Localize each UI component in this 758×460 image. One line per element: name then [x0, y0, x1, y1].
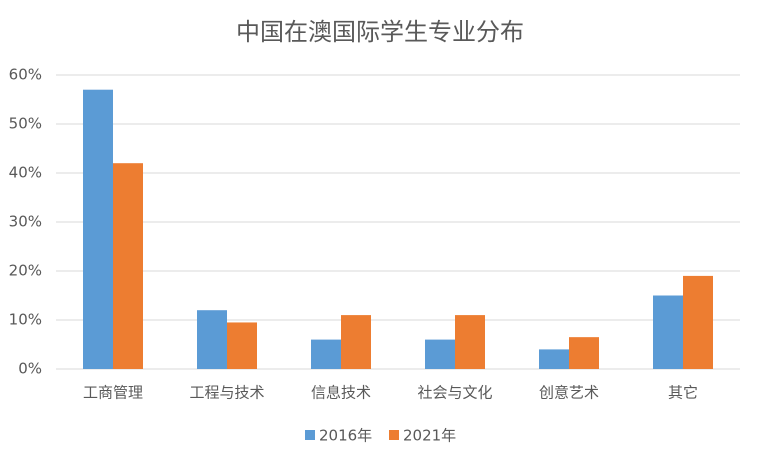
bar: [683, 275, 713, 369]
x-tick-label: 社会与文化: [417, 384, 492, 402]
bar: [227, 322, 257, 369]
bar: [197, 310, 227, 369]
bar: [425, 339, 455, 369]
y-tick-label: 10%: [9, 311, 42, 329]
y-tick-label: 40%: [9, 164, 42, 182]
x-tick-label: 工程与技术: [189, 384, 264, 402]
legend-label: 2016年: [319, 427, 372, 445]
y-tick-label: 20%: [9, 262, 42, 280]
chart-title: 中国在澳国际学生专业分布: [236, 18, 524, 46]
bar: [569, 337, 599, 369]
bar: [653, 295, 683, 369]
bar: [341, 315, 371, 369]
legend-swatch: [389, 430, 399, 440]
y-tick-label: 60%: [9, 66, 42, 84]
y-tick-label: 50%: [9, 115, 42, 133]
x-tick-label: 信息技术: [311, 384, 371, 402]
bar: [311, 339, 341, 369]
legend-label: 2021年: [403, 427, 456, 445]
y-tick-label: 0%: [18, 360, 42, 378]
y-tick-label: 30%: [9, 213, 42, 231]
x-tick-label: 其它: [668, 384, 698, 402]
legend-swatch: [305, 430, 315, 440]
x-tick-label: 创意艺术: [539, 384, 599, 402]
bar: [455, 315, 485, 369]
bar: [113, 163, 143, 369]
bar: [539, 349, 569, 369]
bar: [83, 89, 113, 369]
x-tick-label: 工商管理: [83, 384, 143, 402]
